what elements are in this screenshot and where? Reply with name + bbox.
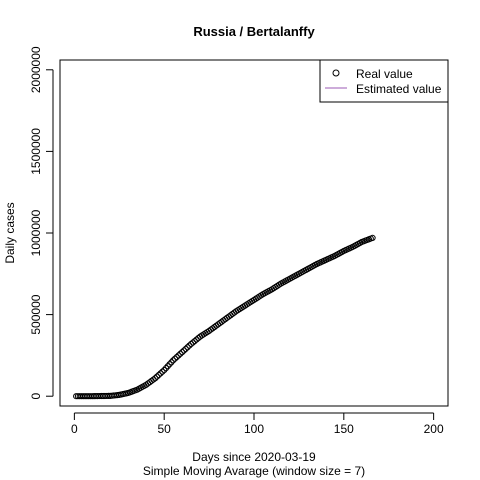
y-tick-label: 0 — [29, 393, 43, 400]
data-point — [180, 347, 188, 354]
data-point — [171, 355, 179, 362]
data-point — [188, 340, 195, 348]
y-tick-label: 1000000 — [29, 209, 43, 256]
data-point — [184, 344, 191, 351]
data-point — [179, 349, 186, 356]
data-point — [186, 342, 193, 349]
data-point — [155, 371, 162, 379]
data-point — [162, 365, 170, 372]
data-point — [189, 339, 197, 346]
data-point — [159, 368, 166, 375]
legend-box — [319, 59, 449, 103]
x-tick-label: 150 — [334, 422, 354, 436]
data-point — [166, 361, 173, 368]
chart-title: Russia / Bertalanffy — [193, 24, 315, 39]
y-tick-label: 2000000 — [29, 46, 43, 93]
data-point — [182, 345, 189, 352]
y-axis-label: Daily cases — [3, 202, 17, 263]
y-axis: 0 500000 1000000 1500000 2000000 — [29, 46, 54, 400]
x-tick-label: 0 — [71, 422, 78, 436]
data-point — [161, 366, 168, 374]
data-point — [150, 376, 157, 383]
x-axis-sublabel: Simple Moving Avarage (window size = 7) — [143, 464, 365, 478]
data-points — [73, 234, 376, 400]
y-tick-label: 1500000 — [29, 128, 43, 175]
plot-area-frame — [59, 59, 449, 407]
legend-real-value-symbol — [332, 69, 340, 77]
data-point — [152, 375, 159, 382]
x-tick-label: 50 — [158, 422, 172, 436]
x-axis-label: Days since 2020-03-19 — [192, 450, 316, 464]
data-point — [153, 373, 161, 380]
legend: Real value Estimated value — [319, 59, 449, 103]
x-axis: 0 50 100 150 200 — [71, 412, 444, 436]
data-point — [369, 234, 376, 241]
data-point — [175, 352, 182, 359]
data-point — [177, 350, 184, 357]
data-point — [173, 353, 180, 361]
data-point — [170, 357, 177, 364]
x-tick-label: 200 — [424, 422, 444, 436]
y-tick-label: 500000 — [29, 294, 43, 334]
data-point — [157, 370, 164, 377]
x-tick-label: 100 — [244, 422, 264, 436]
data-point — [164, 363, 171, 370]
data-point — [168, 359, 175, 366]
legend-real-value-label: Real value — [356, 67, 413, 81]
legend-estimated-value-label: Estimated value — [356, 82, 442, 96]
